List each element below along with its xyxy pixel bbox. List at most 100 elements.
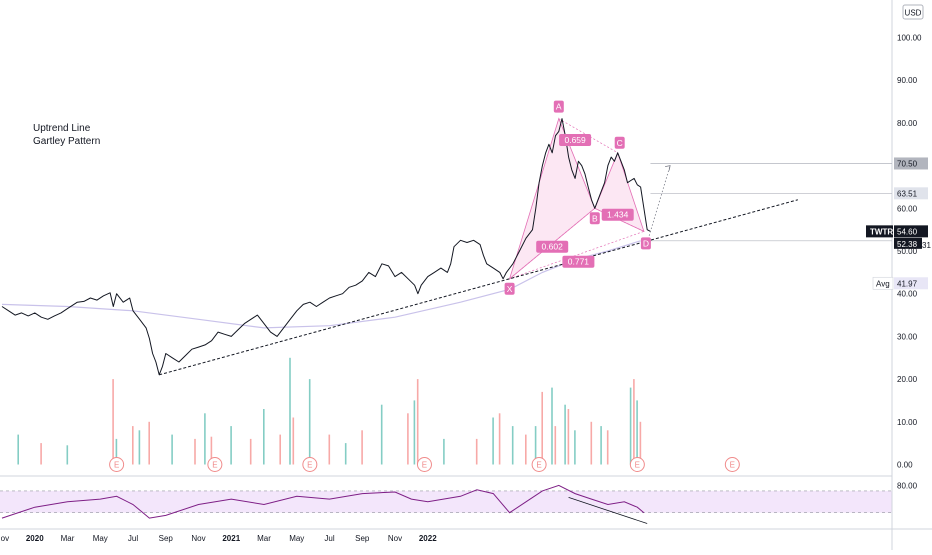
last-price-label: TWTR 54.60: [866, 225, 928, 238]
earnings-marker[interactable]: E: [302, 457, 318, 472]
earnings-marker-ring: [109, 457, 125, 472]
x-tick-label: Nov: [388, 534, 402, 543]
earnings-marker-ring: [531, 457, 547, 472]
last-price-text: 54.60: [897, 227, 918, 236]
x-tick-label: Sep: [159, 534, 174, 543]
volume-bar: [534, 426, 537, 465]
pattern-point-x-text: X: [507, 284, 513, 294]
pattern-ratio-label[interactable]: 1.434: [601, 208, 634, 221]
rsi-divergence-line[interactable]: [568, 497, 648, 524]
pattern-point-a[interactable]: A: [553, 100, 564, 113]
price-level-label-bg: [894, 157, 928, 170]
price-line: [1, 118, 651, 376]
pattern-ratio-label-bg: [559, 134, 592, 146]
earnings-marker[interactable]: E: [629, 457, 645, 472]
earnings-marker[interactable]: E: [109, 457, 125, 472]
partial-price-label: 31: [922, 241, 931, 250]
pattern-ratio-label[interactable]: 0.771: [562, 255, 595, 268]
earnings-marker-label: E: [536, 461, 541, 470]
rsi-line: [1, 484, 645, 519]
x-tick-label: Mar: [61, 534, 75, 543]
pattern-point-d[interactable]: D: [640, 237, 651, 250]
earnings-marker-label: E: [212, 461, 217, 470]
volume-bar: [66, 445, 69, 465]
earnings-marker-label: E: [730, 461, 735, 470]
volume-bar: [308, 379, 311, 465]
note-gartley-pattern: Gartley Pattern: [33, 136, 101, 147]
x-tick-label: Nov: [191, 534, 205, 543]
volume-bar: [230, 426, 232, 465]
y-tick-label: 10.00: [897, 418, 918, 427]
volume-bar: [138, 430, 141, 465]
volume-bar: [132, 426, 134, 465]
volume-bar: [263, 409, 265, 465]
volume-bar: [541, 391, 543, 465]
avg-tag-bg: [872, 276, 894, 290]
volume-bar: [413, 400, 416, 465]
pattern-point-b[interactable]: B: [589, 212, 600, 225]
volume-bar: [328, 434, 331, 465]
y-tick-label: 0.00: [897, 461, 913, 470]
volume-bar: [416, 379, 419, 465]
volume-bar: [279, 434, 281, 465]
earnings-marker-ring: [724, 457, 740, 472]
earnings-marker[interactable]: E: [724, 457, 740, 472]
avg-value-bg: [894, 277, 928, 290]
y-tick-label: 20.00: [897, 375, 918, 384]
pattern-point-d-text: D: [643, 238, 649, 248]
volume-bar: [194, 438, 196, 465]
volume-bar: [292, 417, 295, 465]
pattern-ratio-label-bg: [601, 208, 634, 221]
pattern-ratio-label-bg: [536, 240, 569, 253]
pattern-point-c[interactable]: C: [614, 136, 625, 149]
pattern-point-c-text: C: [617, 138, 623, 148]
projection-line[interactable]: [646, 165, 671, 243]
rsi-band: [0, 490, 892, 513]
earnings-marker[interactable]: E: [531, 457, 547, 472]
volume-bar: [204, 413, 206, 465]
volume-bar: [289, 357, 291, 465]
pattern-ratio-label-text: 0.602: [542, 242, 564, 252]
volume-bar: [590, 421, 593, 465]
earnings-marker-label: E: [422, 461, 427, 470]
volume-bar: [361, 430, 363, 465]
volume-bar: [344, 443, 347, 465]
uptrend-line[interactable]: [159, 199, 798, 376]
avg-tag-text: Avg: [876, 279, 890, 288]
note-uptrend-line: Uptrend Line: [33, 123, 91, 134]
volume-bar: [492, 417, 494, 465]
y-tick-label: 50.00: [897, 247, 918, 256]
projection-arrowhead: [665, 165, 671, 171]
pattern-ratio-label-text: 0.771: [568, 257, 590, 267]
volume-bar: [511, 426, 514, 465]
currency-badge[interactable]: USD: [902, 4, 924, 20]
pattern-point-b-bg: [589, 212, 600, 225]
price-level-label-text: 63.51: [897, 189, 918, 198]
y-tick-label: 30.00: [897, 332, 918, 341]
price-level-label-text: 70.50: [897, 159, 918, 168]
earnings-marker[interactable]: E: [207, 457, 223, 472]
volume-bar: [148, 421, 150, 465]
price-level-label: 70.50: [894, 157, 928, 170]
volume-bar: [112, 379, 114, 465]
pattern-point-x[interactable]: X: [504, 282, 515, 295]
y-tick-label: 80.00: [897, 119, 918, 128]
earnings-marker[interactable]: E: [416, 457, 432, 472]
pattern-ratio-label[interactable]: 0.659: [559, 134, 592, 146]
volume-bar: [249, 438, 252, 465]
price-level-label-bg: [894, 187, 928, 200]
volume-bar: [407, 413, 409, 465]
ticker-tag-bg: [866, 225, 893, 238]
volume-bar: [564, 404, 566, 465]
volume-bar: [443, 438, 445, 465]
volume-bar: [115, 438, 118, 465]
earnings-marker-ring: [416, 457, 432, 472]
earnings-marker-ring: [302, 457, 318, 472]
pattern-ratio-label[interactable]: 0.602: [536, 240, 569, 253]
volume-bar: [633, 379, 635, 465]
earnings-marker-label: E: [114, 461, 119, 470]
x-tick-label: Mar: [257, 534, 271, 543]
volume-bar: [171, 434, 173, 465]
